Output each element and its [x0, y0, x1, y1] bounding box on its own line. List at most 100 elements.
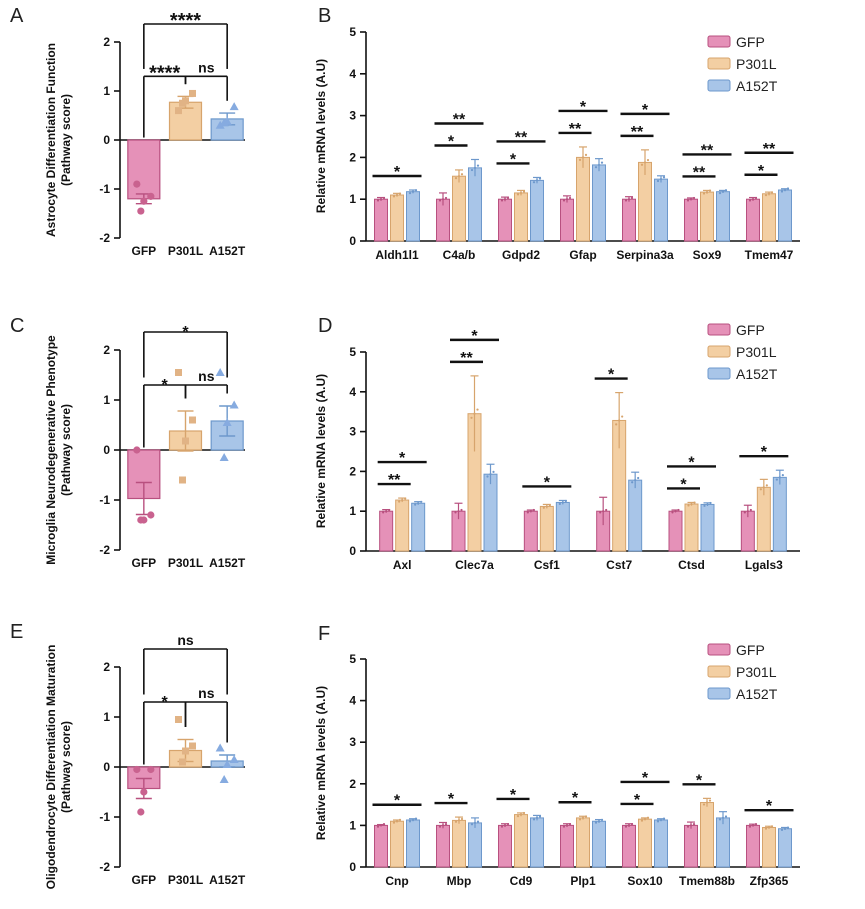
- data-point: [764, 194, 768, 197]
- data-point: [175, 369, 182, 376]
- data-point: [438, 199, 442, 202]
- data-point: [749, 508, 752, 512]
- data-point: [522, 190, 526, 193]
- data-point: [460, 173, 464, 176]
- x-tick-label: Cd9: [510, 874, 533, 888]
- bar-Tmem88b-P301L: [700, 802, 714, 868]
- legend-swatch-P301L: [707, 665, 731, 678]
- data-point: [147, 511, 155, 519]
- significance-label: *: [688, 454, 695, 471]
- bar-Plp1-GFP: [560, 824, 574, 868]
- data-point: [532, 818, 536, 821]
- bar-Gfap-A152T: [592, 164, 606, 242]
- data-point: [438, 825, 442, 828]
- data-point: [767, 826, 771, 829]
- data-point: [780, 190, 784, 193]
- y-tick-label: 3: [349, 109, 356, 123]
- data-point: [686, 199, 690, 202]
- data-point: [762, 486, 765, 489]
- data-point: [229, 102, 239, 111]
- data-point: [516, 193, 520, 196]
- data-point: [646, 158, 650, 162]
- data-point: [189, 89, 196, 97]
- data-point: [600, 818, 604, 821]
- bar-Serpina3a-GFP: [622, 198, 636, 242]
- bar-Csf1-A152T: [555, 501, 570, 552]
- data-point: [182, 747, 189, 755]
- significance-label: *: [448, 133, 455, 150]
- x-tick-label: Plp1: [570, 874, 596, 888]
- data-point: [147, 765, 155, 774]
- y-axis-label: Microglia Neurodegenerative Phenotype: [44, 335, 58, 565]
- significance-label: **: [515, 129, 528, 146]
- x-tick-label: GFP: [131, 873, 156, 887]
- data-point: [786, 826, 790, 829]
- data-point: [643, 818, 647, 821]
- x-tick-label: Cst7: [606, 558, 632, 572]
- significance-label: *: [766, 798, 773, 815]
- legend-swatch-P301L: [707, 57, 731, 70]
- y-tick-label: 2: [349, 150, 356, 164]
- data-point: [401, 498, 404, 502]
- panel-C: C -2 -1 0 1 2 Microglia Neurodegenerative Phen…: [10, 315, 246, 570]
- panel-B: B 0 1 2 3 4 5 Relative mRNA levels (A.U) Aldh1l1…: [314, 5, 800, 262]
- y-axis-label: Relative mRNA levels (A.U): [314, 686, 328, 840]
- bar-Zfp365-P301L: [762, 826, 776, 868]
- legend-label: GFP: [736, 642, 765, 658]
- data-point: [454, 177, 458, 180]
- significance-label: **: [631, 124, 644, 141]
- data-point: [215, 743, 225, 752]
- significance-label: *: [162, 694, 169, 711]
- panel-A: A -2 -1 0 1 2 Astrocyte Differentiation Functi…: [10, 5, 246, 258]
- data-point: [538, 815, 542, 818]
- data-point: [703, 504, 706, 507]
- data-point: [522, 811, 526, 815]
- significance-label: *: [544, 474, 551, 491]
- x-tick-label: Tmem88b: [679, 874, 735, 888]
- data-point: [500, 199, 504, 202]
- data-point: [457, 175, 461, 178]
- bar-Lgals3-A152T: [772, 476, 787, 552]
- data-point: [414, 817, 418, 820]
- data-point: [671, 511, 674, 514]
- y-tick-label: 1: [349, 818, 356, 832]
- x-tick-label: Tmem47: [745, 248, 794, 262]
- bar-Tmem47-P301L: [762, 193, 776, 242]
- y-axis-label: Relative mRNA levels (A.U): [314, 59, 328, 213]
- data-point: [624, 199, 628, 202]
- bar-Csf1-P301L: [539, 505, 554, 552]
- y-tick-label: 1: [103, 393, 110, 407]
- x-tick-label: A152T: [209, 244, 246, 258]
- data-point: [659, 178, 663, 181]
- y-tick-label: 5: [349, 25, 356, 39]
- data-point: [441, 198, 445, 201]
- y-tick-label: -2: [99, 231, 110, 245]
- data-point: [781, 474, 784, 477]
- y-tick-label: 0: [103, 133, 110, 147]
- data-point: [561, 501, 564, 504]
- panel-letter: E: [10, 621, 23, 643]
- data-point: [526, 511, 529, 514]
- data-point: [229, 400, 239, 409]
- x-tick-label: A152T: [209, 556, 246, 570]
- data-point: [404, 497, 407, 500]
- data-point: [702, 803, 706, 806]
- data-point: [529, 510, 532, 513]
- data-point: [783, 827, 787, 830]
- data-point: [229, 755, 239, 763]
- data-point: [689, 824, 693, 827]
- x-tick-label: P301L: [168, 556, 203, 570]
- data-point: [408, 192, 412, 195]
- data-point: [764, 827, 768, 830]
- data-point: [532, 181, 536, 184]
- y-tick-label: 2: [103, 35, 110, 49]
- data-point: [532, 508, 535, 512]
- legend-swatch-A152T: [707, 687, 731, 700]
- data-point: [584, 815, 588, 818]
- data-point: [492, 470, 495, 473]
- bar-C4a/b-A152T: [468, 167, 482, 242]
- y-tick-label: 2: [349, 464, 356, 478]
- data-point: [748, 199, 752, 202]
- data-point: [759, 488, 762, 491]
- bar-Sox9-A152T: [716, 191, 730, 242]
